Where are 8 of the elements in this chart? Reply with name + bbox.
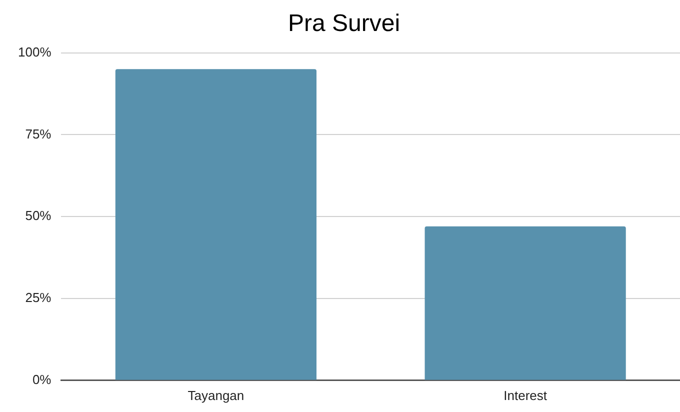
y-tick-label: 0% (32, 372, 52, 387)
y-tick-label: 50% (25, 208, 52, 224)
y-tick-label: 25% (25, 290, 52, 306)
chart-title: Pra Survei (288, 10, 400, 38)
x-tick-label: Interest (504, 388, 548, 403)
x-tick-label: Tayangan (188, 388, 244, 403)
y-tick-label: 100% (18, 44, 52, 60)
y-tick-label: 75% (25, 126, 52, 142)
